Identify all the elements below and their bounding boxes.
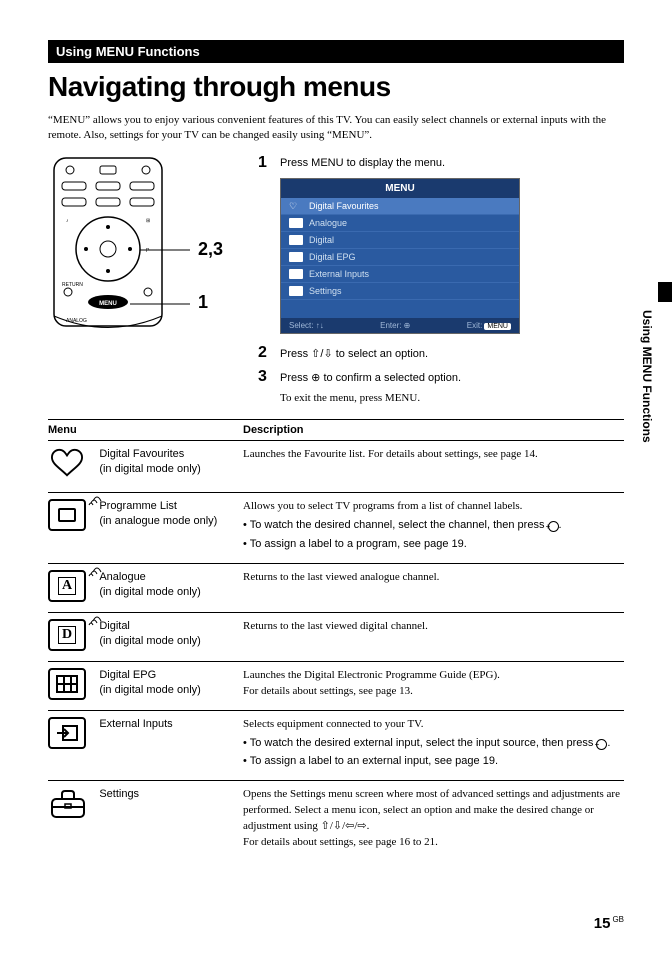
row-icon bbox=[48, 710, 99, 781]
menu-screenshot: MENU ♡ Digital Favourites Analogue Digita… bbox=[280, 178, 520, 334]
settings-icon bbox=[289, 286, 303, 296]
step-text: Press ⊕ to confirm a selected option. bbox=[280, 368, 461, 384]
step-number: 2 bbox=[258, 344, 272, 362]
digital-icon bbox=[289, 235, 303, 245]
steps-column: 1 Press MENU to display the menu. MENU ♡… bbox=[258, 154, 624, 404]
table-row: Digital Favourites(in digital mode only)… bbox=[48, 440, 624, 492]
row-description: Launches the Digital Electronic Programm… bbox=[243, 661, 624, 710]
table-row: Programme List(in analogue mode only)All… bbox=[48, 492, 624, 563]
exit-instruction: To exit the menu, press MENU. bbox=[280, 392, 624, 404]
row-icon bbox=[48, 440, 99, 492]
menu-item: Settings bbox=[281, 283, 519, 300]
epg-icon bbox=[289, 252, 303, 262]
remote-column: ♪ ⊞ P RETURN MENU ANALOG 2,3 1 bbox=[48, 154, 238, 404]
row-icon bbox=[48, 492, 99, 563]
side-edge-mark bbox=[658, 282, 672, 302]
row-name: Programme List(in analogue mode only) bbox=[99, 492, 243, 563]
table-row: DDigital(in digital mode only)Returns to… bbox=[48, 612, 624, 661]
table-header-description: Description bbox=[243, 419, 624, 440]
row-name: Digital(in digital mode only) bbox=[99, 612, 243, 661]
step-2: 2 Press ⇧/⇩ to select an option. bbox=[258, 344, 624, 362]
external-icon bbox=[289, 269, 303, 279]
row-icon: D bbox=[48, 612, 99, 661]
page-title: Navigating through menus bbox=[48, 71, 624, 103]
side-tab-label: Using MENU Functions bbox=[640, 310, 654, 443]
menu-footer: Select: ↑↓ Enter: ⊕ Exit:MENU bbox=[281, 318, 519, 333]
row-description: Launches the Favourite list. For details… bbox=[243, 440, 624, 492]
svg-text:MENU: MENU bbox=[99, 301, 117, 307]
menu-item: External Inputs bbox=[281, 266, 519, 283]
step-3: 3 Press ⊕ to confirm a selected option. bbox=[258, 368, 624, 386]
menu-item-label: Digital Favourites bbox=[309, 201, 379, 211]
callout-1: 1 bbox=[198, 292, 208, 313]
menu-item-label: External Inputs bbox=[309, 269, 369, 279]
svg-text:♪: ♪ bbox=[66, 218, 69, 224]
table-row: Digital EPG(in digital mode only)Launche… bbox=[48, 661, 624, 710]
row-description: Opens the Settings menu screen where mos… bbox=[243, 781, 624, 861]
menu-item: ♡ Digital Favourites bbox=[281, 198, 519, 215]
section-header: Using MENU Functions bbox=[48, 40, 624, 63]
step-text: Press MENU to display the menu. bbox=[280, 154, 445, 169]
row-icon bbox=[48, 781, 99, 861]
row-description: Allows you to select TV programs from a … bbox=[243, 492, 624, 563]
menu-title: MENU bbox=[281, 179, 519, 198]
row-name: Analogue(in digital mode only) bbox=[99, 563, 243, 612]
row-name: Digital Favourites(in digital mode only) bbox=[99, 440, 243, 492]
menu-item-label: Analogue bbox=[309, 218, 347, 228]
callout-23: 2,3 bbox=[198, 239, 223, 260]
step-number: 3 bbox=[258, 368, 272, 386]
remote-diagram: ♪ ⊞ P RETURN MENU ANALOG 2,3 1 bbox=[48, 154, 238, 334]
page-num-value: 15 bbox=[594, 915, 611, 932]
menu-item-label: Settings bbox=[309, 286, 342, 296]
menu-item: Analogue bbox=[281, 215, 519, 232]
table-row: SettingsOpens the Settings menu screen w… bbox=[48, 781, 624, 861]
row-name: Settings bbox=[99, 781, 243, 861]
footer-exit: Exit: bbox=[467, 321, 483, 330]
step-text: Press ⇧/⇩ to select an option. bbox=[280, 344, 428, 360]
row-description: Selects equipment connected to your TV.T… bbox=[243, 710, 624, 781]
menu-item-label: Digital EPG bbox=[309, 252, 356, 262]
table-header-menu: Menu bbox=[48, 419, 243, 440]
row-name: External Inputs bbox=[99, 710, 243, 781]
table-row: AAnalogue(in digital mode only)Returns t… bbox=[48, 563, 624, 612]
row-icon bbox=[48, 661, 99, 710]
svg-text:⊞: ⊞ bbox=[146, 218, 150, 224]
menu-description-table: Menu Description Digital Favourites(in d… bbox=[48, 419, 624, 861]
upper-layout: ♪ ⊞ P RETURN MENU ANALOG 2,3 1 1 Press M… bbox=[48, 154, 624, 404]
analogue-icon bbox=[289, 218, 303, 228]
row-name: Digital EPG(in digital mode only) bbox=[99, 661, 243, 710]
svg-text:RETURN: RETURN bbox=[62, 282, 83, 288]
row-icon: A bbox=[48, 563, 99, 612]
footer-select: Select: bbox=[289, 321, 313, 330]
menu-list: ♡ Digital Favourites Analogue Digital Dig… bbox=[281, 198, 519, 300]
exit-badge: MENU bbox=[484, 323, 511, 330]
footer-enter: Enter: bbox=[380, 321, 401, 330]
row-description: Returns to the last viewed analogue chan… bbox=[243, 563, 624, 612]
row-description: Returns to the last viewed digital chann… bbox=[243, 612, 624, 661]
step-1: 1 Press MENU to display the menu. bbox=[258, 154, 624, 172]
table-row: External InputsSelects equipment connect… bbox=[48, 710, 624, 781]
page-region: GB bbox=[612, 915, 624, 924]
menu-item: Digital EPG bbox=[281, 249, 519, 266]
step-number: 1 bbox=[258, 154, 272, 172]
page-number: 15GB bbox=[594, 915, 624, 932]
menu-item-label: Digital bbox=[309, 235, 334, 245]
intro-paragraph: “MENU” allows you to enjoy various conve… bbox=[48, 113, 624, 144]
heart-icon: ♡ bbox=[289, 201, 303, 211]
menu-item: Digital bbox=[281, 232, 519, 249]
